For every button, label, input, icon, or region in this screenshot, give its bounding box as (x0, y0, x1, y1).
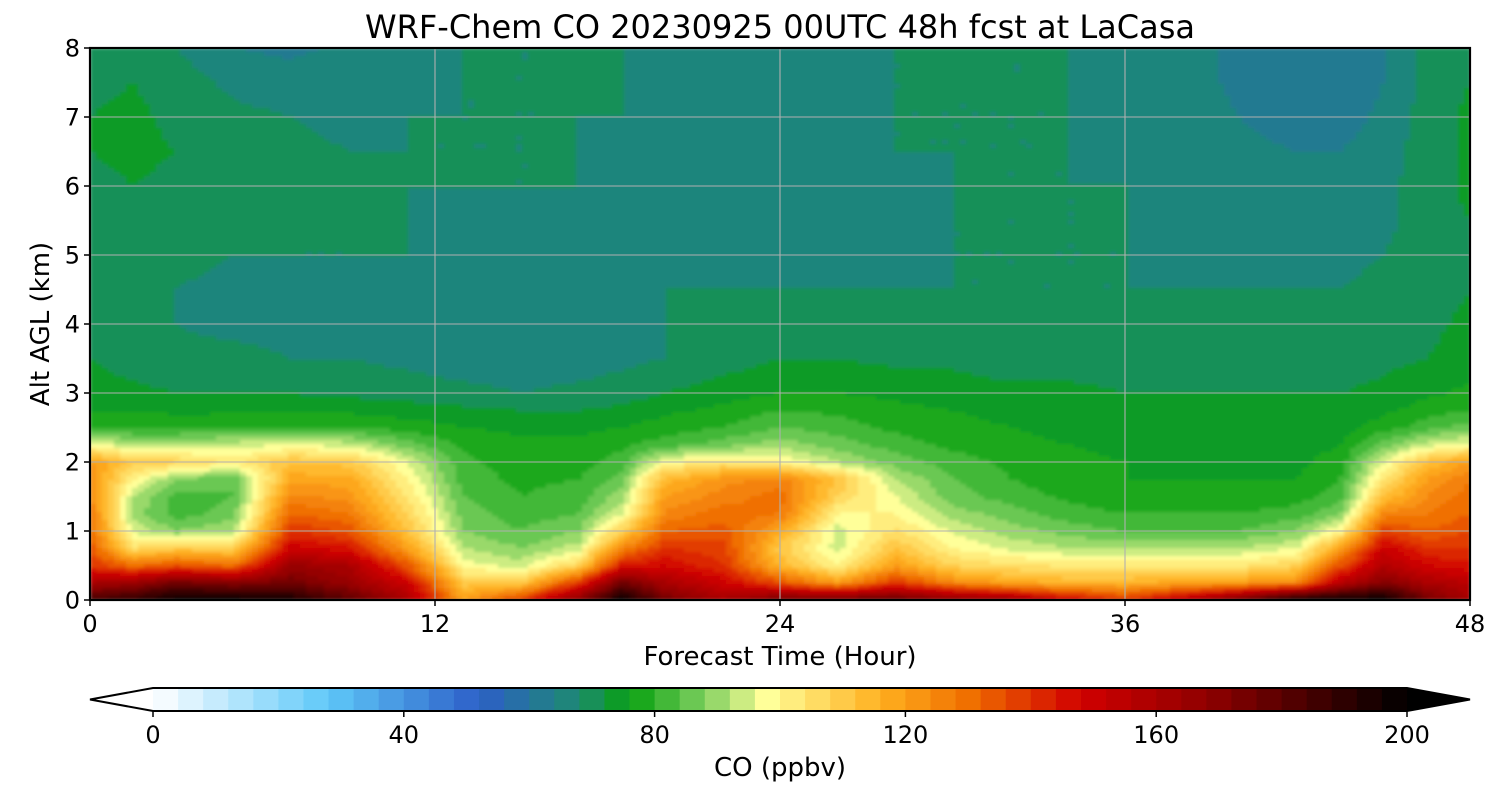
colorbar-segment (730, 688, 756, 711)
colorbar-segment (655, 688, 681, 711)
y-tick-label: 4 (65, 311, 80, 339)
chart-figure: WRF-Chem CO 20230925 00UTC 48h fcst at L… (0, 0, 1500, 800)
colorbar-segment (1357, 688, 1383, 711)
y-axis-label: Alt AGL (km) (26, 242, 56, 406)
colorbar (90, 688, 1470, 711)
colorbar-segment (278, 688, 304, 711)
colorbar-segment (830, 688, 856, 711)
colorbar-segment (1206, 688, 1232, 711)
y-tick-label: 7 (65, 104, 80, 132)
colorbar-segment (1156, 688, 1182, 711)
colorbar-segment (780, 688, 806, 711)
colorbar-extend-low (90, 688, 153, 711)
colorbar-label: CO (ppbv) (714, 753, 846, 783)
colorbar-tick-label: 0 (145, 721, 160, 749)
colorbar-segment (705, 688, 731, 711)
colorbar-segment (253, 688, 279, 711)
colorbar-segment (1307, 688, 1333, 711)
colorbar-segment (1006, 688, 1032, 711)
colorbar-segment (805, 688, 831, 711)
colorbar-segment (1282, 688, 1308, 711)
colorbar-tick-label: 80 (639, 721, 670, 749)
x-tick-label: 0 (82, 610, 97, 638)
colorbar-segment (905, 688, 931, 711)
x-tick-label: 48 (1455, 610, 1486, 638)
colorbar-segment (228, 688, 254, 711)
colorbar-segment (1257, 688, 1283, 711)
colorbar-segment (203, 688, 229, 711)
colorbar-segment (303, 688, 329, 711)
y-tick-label: 0 (65, 587, 80, 615)
colorbar-segment (504, 688, 530, 711)
colorbar-segment (981, 688, 1007, 711)
colorbar-ticks: 0 40 80 120 160 200 (145, 711, 1430, 749)
y-tick-label: 2 (65, 449, 80, 477)
colorbar-segment (1332, 688, 1358, 711)
x-axis-label: Forecast Time (Hour) (643, 642, 916, 672)
colorbar-segment (956, 688, 982, 711)
colorbar-segment (1031, 688, 1057, 711)
colorbar-segment (379, 688, 405, 711)
colorbar-extend-high (1407, 688, 1470, 711)
colorbar-tick-label: 40 (389, 721, 420, 749)
colorbar-segment (479, 688, 505, 711)
colorbar-segment (1181, 688, 1207, 711)
colorbar-tick-label: 160 (1133, 721, 1179, 749)
x-tick-label: 24 (765, 610, 796, 638)
colorbar-segment (1081, 688, 1107, 711)
colorbar-segment (1131, 688, 1157, 711)
colorbar-segment (554, 688, 580, 711)
y-tick-label: 5 (65, 242, 80, 270)
y-tick-label: 6 (65, 173, 80, 201)
colorbar-segment (1231, 688, 1257, 711)
chart-title: WRF-Chem CO 20230925 00UTC 48h fcst at L… (365, 8, 1195, 46)
x-tick-label: 12 (420, 610, 451, 638)
colorbar-segment (604, 688, 630, 711)
colorbar-segment (930, 688, 956, 711)
colorbar-segment (855, 688, 881, 711)
colorbar-tick-label: 200 (1384, 721, 1430, 749)
colorbar-segment (880, 688, 906, 711)
x-tick-label: 36 (1110, 610, 1141, 638)
colorbar-segment (178, 688, 204, 711)
y-axis: 0 1 2 3 4 5 6 7 8 (65, 35, 90, 615)
colorbar-segment (630, 688, 656, 711)
colorbar-segment (529, 688, 555, 711)
colorbar-tick-label: 120 (882, 721, 928, 749)
colorbar-segment (579, 688, 605, 711)
colorbar-segment (755, 688, 781, 711)
colorbar-segment (1382, 688, 1408, 711)
colorbar-segment (1056, 688, 1082, 711)
colorbar-segment (680, 688, 706, 711)
colorbar-segment (329, 688, 355, 711)
colorbar-segment (1106, 688, 1132, 711)
colorbar-segment (354, 688, 380, 711)
colorbar-segment (153, 688, 179, 711)
y-tick-label: 3 (65, 380, 80, 408)
colorbar-segment (429, 688, 455, 711)
colorbar-segment (454, 688, 480, 711)
y-tick-label: 1 (65, 518, 80, 546)
x-axis: 0 12 24 36 48 (82, 600, 1485, 638)
colorbar-segment (404, 688, 430, 711)
y-tick-label: 8 (65, 35, 80, 63)
